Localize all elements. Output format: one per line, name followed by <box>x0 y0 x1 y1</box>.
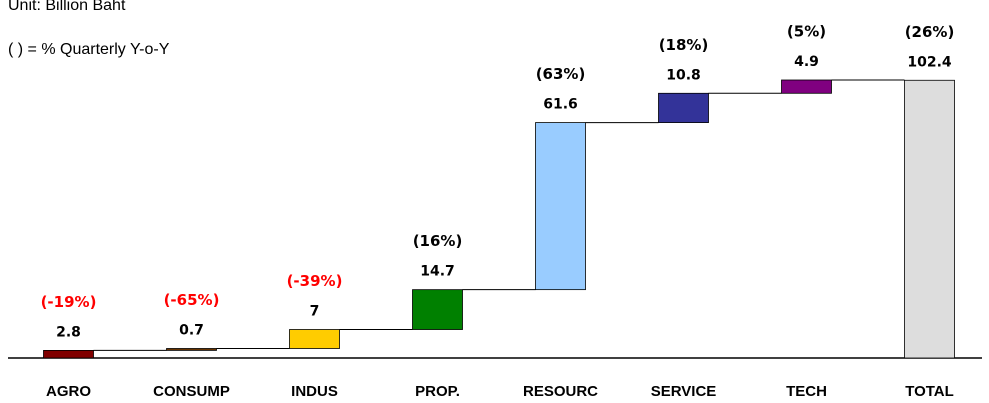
value-label: 7 <box>310 304 320 320</box>
x-tick-label: TOTAL <box>905 383 954 400</box>
value-label: 4.9 <box>794 54 819 70</box>
value-label: 102.4 <box>907 54 952 70</box>
bar <box>289 329 340 349</box>
x-tick-label: CONSUMP <box>153 383 230 400</box>
value-label: 0.7 <box>179 323 204 339</box>
change-label: (26%) <box>905 23 955 41</box>
bar <box>904 79 955 359</box>
change-label: (-65%) <box>164 291 220 309</box>
value-label: 14.7 <box>420 264 455 280</box>
x-tick-label: RESOURC <box>523 383 598 400</box>
change-label: (-39%) <box>287 272 343 290</box>
bar <box>43 350 94 359</box>
bar <box>781 79 832 94</box>
x-tick-label: TECH <box>786 383 827 400</box>
legend-note: ( ) = % Quarterly Y-o-Y <box>8 41 170 58</box>
x-tick-label: PROP. <box>415 383 460 400</box>
x-tick-label: SERVICE <box>651 383 717 400</box>
change-label: (-19%) <box>41 293 97 311</box>
change-label: (16%) <box>413 232 463 250</box>
value-label: 61.6 <box>543 97 578 113</box>
change-label: (5%) <box>787 23 826 41</box>
bar <box>412 289 463 330</box>
value-label: 10.8 <box>666 67 701 83</box>
value-label: 2.8 <box>56 324 81 340</box>
x-tick-label: AGRO <box>46 383 91 400</box>
x-tick-label: INDUS <box>291 383 338 400</box>
bar <box>166 348 217 351</box>
change-label: (63%) <box>536 65 586 83</box>
bar <box>535 122 586 291</box>
bar <box>658 92 709 123</box>
unit-note: Unit: Billion Baht <box>8 0 126 14</box>
change-label: (18%) <box>659 36 709 54</box>
